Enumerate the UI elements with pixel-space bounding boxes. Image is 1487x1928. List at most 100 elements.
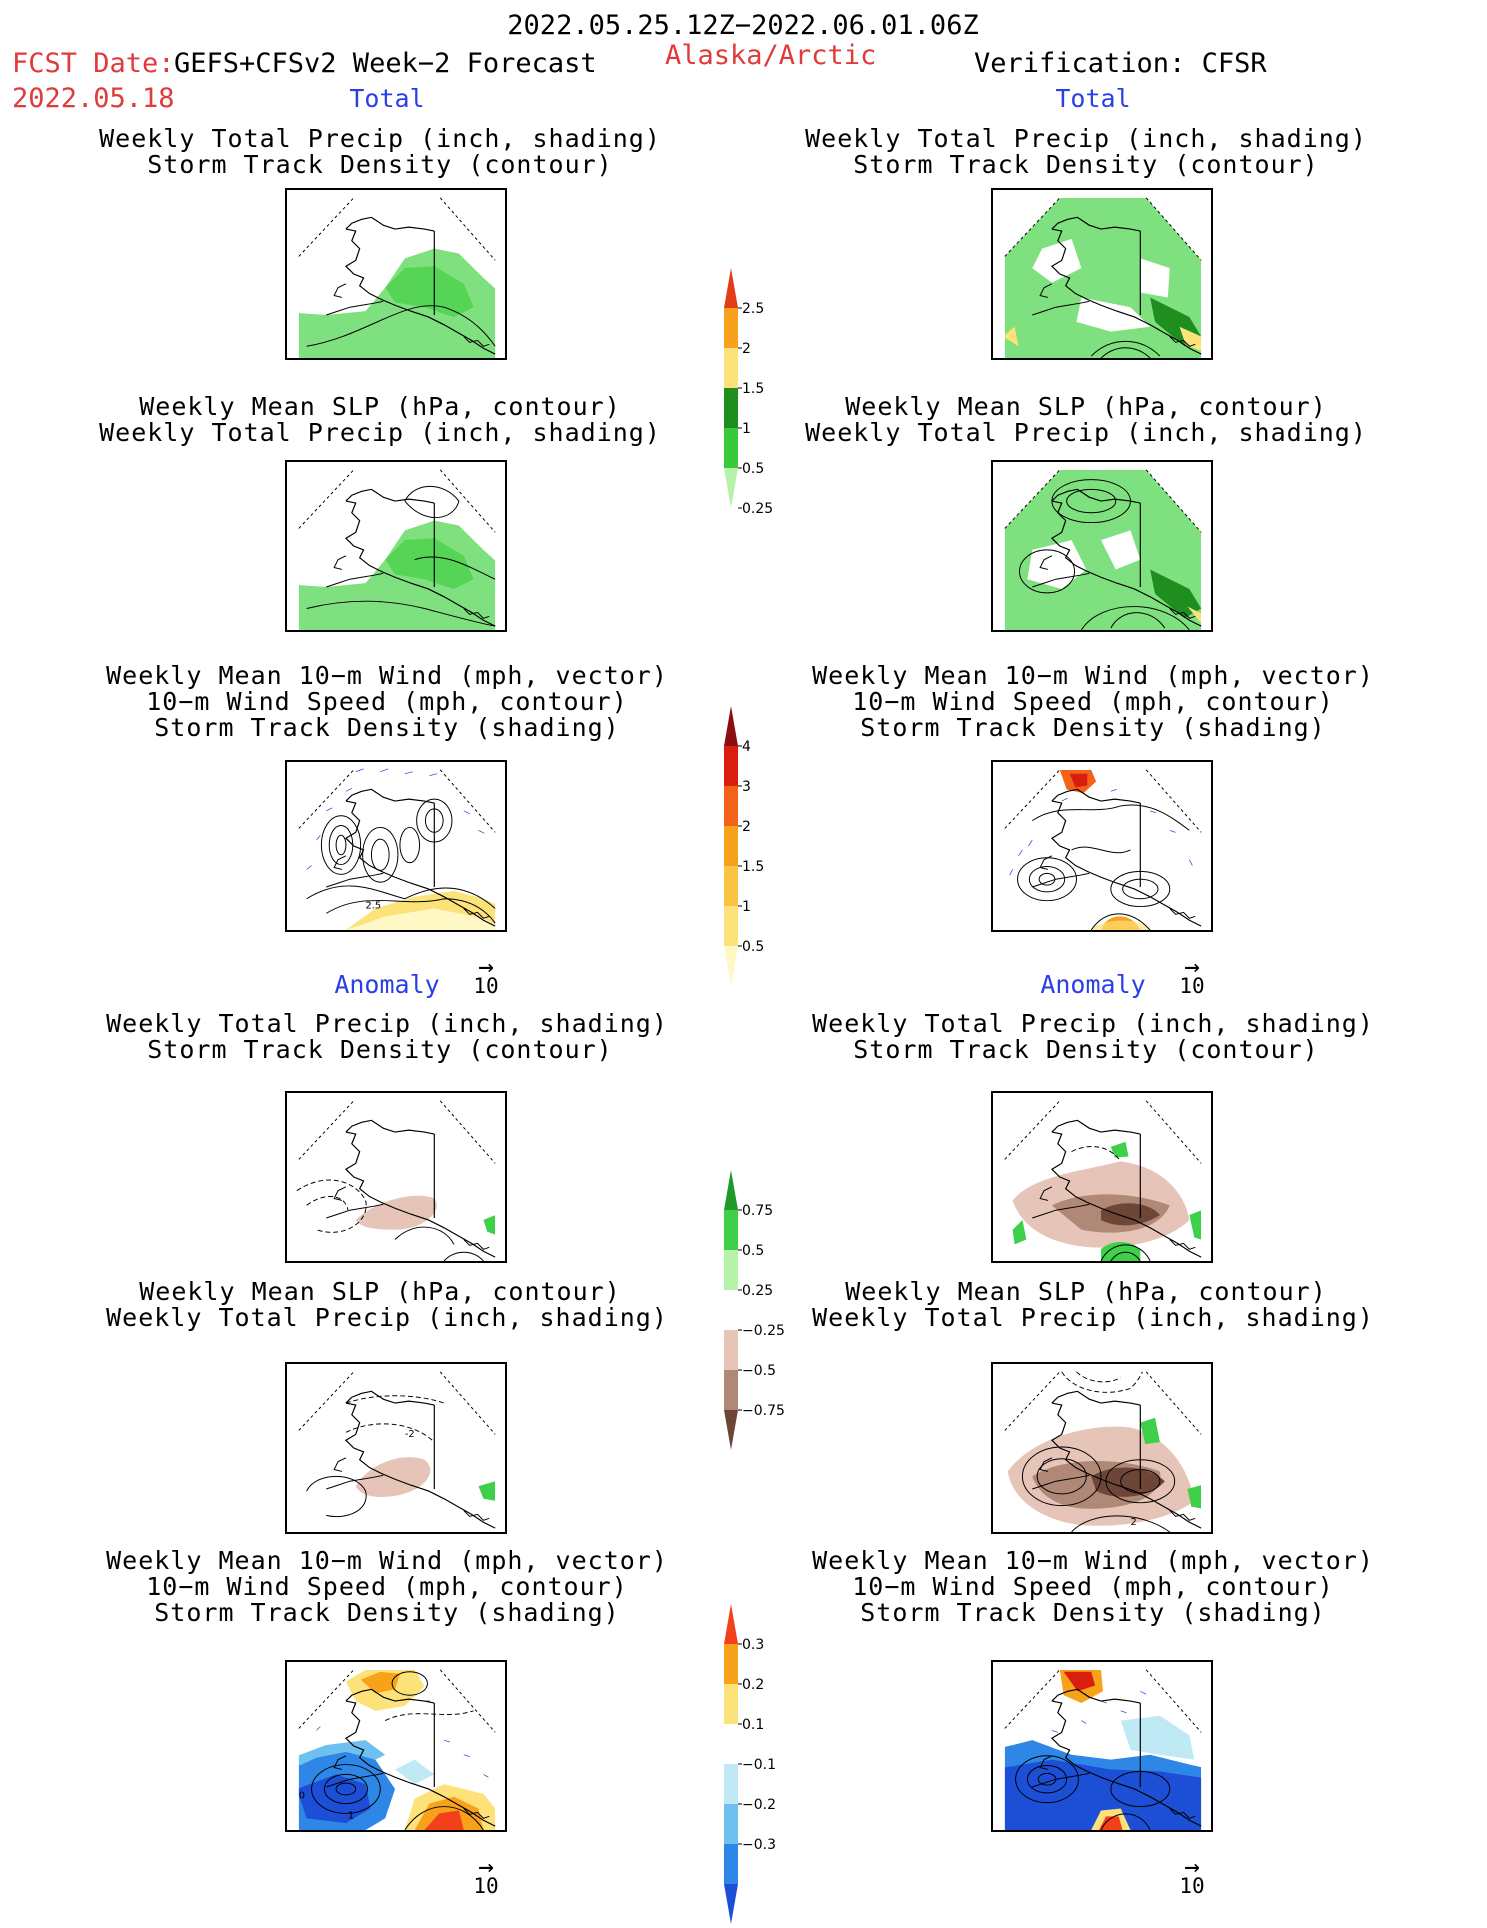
title-precip-storm-total-right-1: Weekly Total Precip (inch, shading) — [805, 124, 1367, 153]
vector-scale-total-right: → 10 — [1172, 954, 1212, 998]
colorbar-bottom-triangle — [724, 1884, 738, 1924]
colorbar-segment — [724, 1644, 738, 1684]
title-wind-total-left-3: Storm Track Density (shading) — [154, 713, 620, 742]
vector-scale-label: 10 — [1179, 1874, 1205, 1898]
map-precip-storm-anom-forecast — [285, 1091, 507, 1263]
colorbar-label: 2 — [742, 341, 751, 357]
map-precip-storm-total-verification — [991, 188, 1213, 360]
colorbar-segment — [724, 308, 738, 348]
model-name: GEFS+CFSv2 Week−2 Forecast — [174, 48, 597, 79]
arrow-right-icon: → — [478, 952, 494, 982]
colorbar-label: 0.25 — [742, 1283, 773, 1299]
figure-title: 2022.05.25.12Z−2022.06.01.06Z — [507, 10, 979, 41]
title-slp-anom-left-1: Weekly Mean SLP (hPa, contour) — [139, 1277, 621, 1306]
title-wind-anom-left-3: Storm Track Density (shading) — [154, 1598, 620, 1627]
colorbar-top-triangle — [724, 706, 738, 746]
title-precip-storm-total-left-2: Storm Track Density (contour) — [147, 150, 613, 179]
colorbar-segment — [724, 1250, 738, 1290]
arrow-right-icon: → — [478, 1852, 494, 1882]
map-slp-precip-total-verification — [991, 460, 1213, 632]
colorbar-label: 4 — [742, 739, 751, 755]
title-wind-total-left-1: Weekly Mean 10−m Wind (mph, vector) — [106, 661, 668, 690]
colorbar-label: 0.25 — [742, 501, 773, 517]
title-slp-anom-right-2: Weekly Total Precip (inch, shading) — [812, 1303, 1374, 1332]
colorbar-top-triangle — [724, 1170, 738, 1210]
colorbar-bottom-triangle — [724, 468, 738, 508]
title-precip-storm-anom-left-1: Weekly Total Precip (inch, shading) — [106, 1009, 668, 1038]
slp-anom-label: -2 — [405, 1429, 415, 1440]
title-precip-storm-anom-right-1: Weekly Total Precip (inch, shading) — [812, 1009, 1374, 1038]
fcst-date-label: FCST Date: — [12, 48, 175, 79]
colorbar-top-triangle — [724, 1604, 738, 1644]
colorbar-bottom-triangle — [724, 1410, 738, 1450]
colorbar-label: 1 — [742, 899, 751, 915]
colorbar-label: −0.2 — [742, 1797, 776, 1813]
title-wind-anom-left-1: Weekly Mean 10−m Wind (mph, vector) — [106, 1546, 668, 1575]
colorbar-label: 1.5 — [742, 859, 764, 875]
section-anomaly-right: Anomaly — [1040, 970, 1146, 999]
colorbar-label: −0.3 — [742, 1837, 776, 1853]
fcst-date: 2022.05.18 — [12, 83, 175, 114]
colorbar-label: 3 — [742, 779, 751, 795]
colorbar-segment — [724, 746, 738, 786]
wind-anom-label-b: 1 — [348, 1810, 354, 1821]
title-slp-total-right-2: Weekly Total Precip (inch, shading) — [805, 418, 1367, 447]
title-slp-total-left-2: Weekly Total Precip (inch, shading) — [99, 418, 661, 447]
map-wind-storm-total-forecast: 2.5 — [285, 760, 507, 932]
title-slp-total-right-1: Weekly Mean SLP (hPa, contour) — [845, 392, 1327, 421]
colorbar-precip-total: 2.5 2 1.5 1 0.5 0.25 — [724, 268, 804, 517]
colorbar-segment — [724, 1330, 738, 1370]
title-precip-storm-anom-left-2: Storm Track Density (contour) — [147, 1035, 613, 1064]
title-wind-total-left-2: 10−m Wind Speed (mph, contour) — [146, 687, 628, 716]
colorbar-segment — [724, 786, 738, 826]
title-wind-anom-right-1: Weekly Mean 10−m Wind (mph, vector) — [812, 1546, 1374, 1575]
colorbar-storm-anom: 0.3 0.2 0.1 −0.1 −0.2 −0.3 — [724, 1604, 804, 1928]
wind-anom-label-a: 0 — [299, 1791, 305, 1802]
title-precip-storm-total-left-1: Weekly Total Precip (inch, shading) — [99, 124, 661, 153]
wind-total-label: 2.5 — [366, 901, 382, 912]
colorbar-segment — [724, 1684, 738, 1724]
section-total-left: Total — [349, 84, 425, 113]
map-wind-storm-anom-verification — [991, 1660, 1213, 1832]
map-precip-storm-total-forecast — [285, 188, 507, 360]
colorbar-label: −0.1 — [742, 1757, 776, 1773]
colorbar-label: 2 — [742, 819, 751, 835]
title-wind-anom-right-3: Storm Track Density (shading) — [860, 1598, 1326, 1627]
colorbar-segment — [724, 906, 738, 946]
map-slp-precip-anom-verification: 2 — [991, 1362, 1213, 1534]
colorbar-segment — [724, 348, 738, 388]
title-precip-storm-anom-right-2: Storm Track Density (contour) — [853, 1035, 1319, 1064]
title-wind-total-right-3: Storm Track Density (shading) — [860, 713, 1326, 742]
map-wind-storm-total-verification — [991, 760, 1213, 932]
colorbar-segment — [724, 1844, 738, 1884]
map-precip-storm-anom-verification — [991, 1091, 1213, 1263]
title-slp-anom-left-2: Weekly Total Precip (inch, shading) — [106, 1303, 668, 1332]
section-anomaly-left: Anomaly — [334, 970, 440, 999]
colorbar-label: 1 — [742, 421, 751, 437]
title-wind-total-right-2: 10−m Wind Speed (mph, contour) — [852, 687, 1334, 716]
colorbar-segment — [724, 388, 738, 428]
colorbar-segment — [724, 1804, 738, 1844]
title-precip-storm-total-right-2: Storm Track Density (contour) — [853, 150, 1319, 179]
colorbar-storm-total: 4 3 2 1.5 1 0.5 — [724, 706, 804, 990]
verification-label: Verification: CFSR — [974, 48, 1267, 79]
colorbar-label: 0.2 — [742, 1677, 764, 1693]
colorbar-segment — [724, 1290, 738, 1330]
colorbar-label: 0.5 — [742, 461, 764, 477]
vector-scale-label: 10 — [1179, 974, 1205, 998]
title-slp-anom-right-1: Weekly Mean SLP (hPa, contour) — [845, 1277, 1327, 1306]
colorbar-label: 0.75 — [742, 1203, 773, 1219]
slp-anom-right-label: 2 — [1130, 1517, 1136, 1528]
colorbar-label: 0.3 — [742, 1637, 764, 1653]
map-slp-precip-total-forecast — [285, 460, 507, 632]
colorbar-segment — [724, 1210, 738, 1250]
colorbar-segment — [724, 1764, 738, 1804]
vector-scale-label: 10 — [473, 1874, 499, 1898]
section-total-right: Total — [1055, 84, 1131, 113]
colorbar-label: −0.5 — [742, 1363, 776, 1379]
title-wind-anom-left-2: 10−m Wind Speed (mph, contour) — [146, 1572, 628, 1601]
colorbar-label: 2.5 — [742, 301, 764, 317]
arrow-right-icon: → — [1184, 1852, 1200, 1882]
colorbar-segment — [724, 428, 738, 468]
colorbar-label: −0.25 — [742, 1323, 785, 1339]
